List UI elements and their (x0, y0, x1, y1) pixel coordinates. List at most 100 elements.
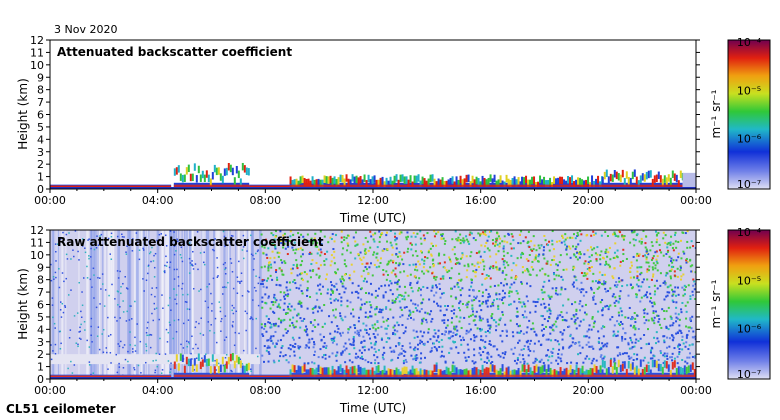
noise-speck (280, 270, 283, 273)
noise-speck (358, 349, 361, 352)
noise-speck (102, 328, 105, 331)
noise-speck (484, 234, 487, 237)
noise-speck (650, 241, 653, 244)
noise-speck (652, 262, 655, 265)
cloud-column (179, 353, 182, 361)
noise-speck (267, 345, 270, 348)
noise-speck (313, 237, 316, 240)
noise-speck (462, 336, 465, 339)
noise-streak (183, 230, 186, 379)
noise-speck (253, 286, 256, 289)
noise-speck (517, 341, 520, 344)
noise-speck (297, 242, 300, 245)
cloud-column (219, 173, 222, 181)
noise-speck (472, 319, 475, 322)
noise-speck (545, 325, 548, 328)
noise-speck (529, 248, 532, 251)
noise-speck (365, 262, 368, 265)
noise-speck (571, 341, 574, 344)
noise-speck (442, 237, 445, 240)
noise-speck (499, 355, 502, 358)
noise-speck (118, 345, 121, 347)
noise-speck (244, 310, 247, 313)
noise-speck (204, 300, 207, 303)
x-tick-label: 12:00 (357, 384, 389, 397)
noise-speck (654, 267, 657, 270)
noise-speck (613, 233, 616, 236)
noise-speck (558, 343, 561, 346)
noise-speck (416, 269, 419, 272)
noise-speck (597, 281, 600, 284)
noise-speck (427, 328, 430, 331)
noise-speck (667, 242, 670, 245)
cloud-column (191, 173, 194, 182)
cloud-column (425, 180, 428, 189)
noise-speck (635, 259, 638, 262)
noise-speck (394, 301, 397, 304)
noise-speck (604, 280, 607, 283)
noise-speck (387, 284, 390, 287)
noise-speck (119, 317, 121, 319)
cloud-column (567, 176, 570, 184)
cloud-column (355, 368, 358, 376)
noise-speck (317, 356, 320, 359)
noise-speck (363, 349, 366, 352)
noise-speck (485, 300, 488, 303)
noise-speck (59, 238, 62, 240)
noise-speck (651, 319, 654, 322)
noise-speck (467, 356, 470, 359)
noise-speck (518, 233, 521, 236)
noise-speck (510, 233, 513, 236)
noise-speck (685, 317, 688, 320)
noise-speck (320, 243, 323, 246)
noise-speck (505, 329, 508, 332)
cloud-column (341, 368, 344, 376)
noise-speck (88, 257, 90, 260)
noise-speck (675, 306, 678, 309)
noise-speck (283, 232, 286, 235)
noise-speck (59, 347, 62, 350)
noise-speck (459, 294, 462, 297)
noise-streak (228, 230, 231, 379)
noise-speck (451, 335, 454, 338)
colorbar-tick-label: 10⁻⁶ (737, 133, 762, 146)
noise-speck (630, 230, 633, 233)
noise-speck (68, 337, 71, 339)
noise-speck (360, 298, 363, 301)
cloud-column (391, 369, 394, 377)
noise-speck (284, 247, 287, 250)
noise-speck (549, 310, 552, 313)
noise-speck (478, 304, 481, 307)
noise-speck (378, 308, 381, 311)
cloud-column (325, 176, 328, 184)
noise-speck (419, 330, 422, 333)
noise-speck (285, 359, 288, 362)
noise-speck (88, 255, 90, 257)
noise-speck (88, 238, 90, 240)
noise-speck (361, 346, 364, 349)
cloud-column (215, 358, 218, 367)
noise-speck (535, 254, 538, 257)
noise-speck (582, 288, 585, 291)
cloud-column (575, 179, 578, 188)
y-tick-label: 9 (37, 71, 44, 84)
noise-speck (392, 261, 395, 264)
noise-speck (495, 329, 498, 332)
noise-speck (673, 357, 676, 360)
noise-speck (463, 316, 466, 319)
noise-speck (276, 251, 279, 254)
noise-speck (621, 279, 624, 282)
noise-speck (455, 325, 458, 328)
noise-speck (501, 330, 504, 333)
noise-speck (534, 360, 537, 363)
noise-speck (439, 296, 442, 299)
noise-speck (73, 364, 76, 366)
noise-speck (433, 276, 436, 279)
colorbar-2-scale (727, 229, 771, 380)
noise-speck (663, 335, 666, 338)
noise-speck (51, 304, 54, 306)
panel1-background (50, 40, 696, 189)
noise-speck (527, 345, 530, 348)
noise-speck (250, 234, 252, 237)
noise-speck (89, 256, 92, 258)
